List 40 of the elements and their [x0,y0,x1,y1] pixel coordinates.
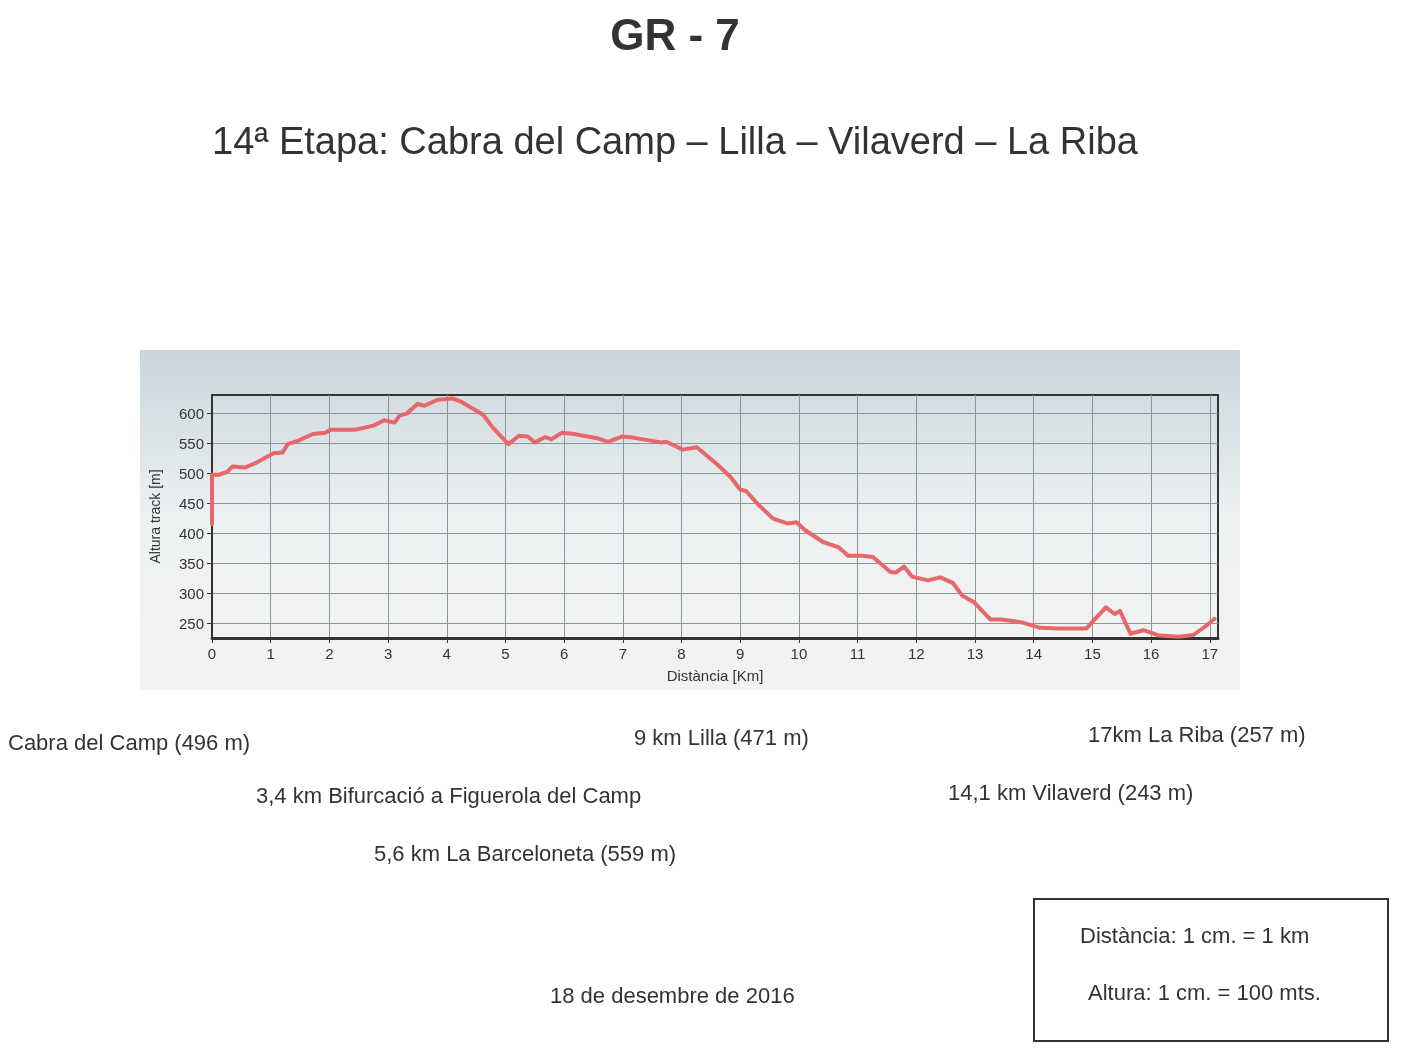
x-tick-label: 15 [1084,645,1101,662]
x-tick-label: 5 [501,645,510,662]
x-tick-label: 7 [618,645,628,662]
y-tick-label: 300 [178,584,204,602]
y-tick-label: 450 [178,494,204,512]
text: 17km La Riba (257 m) [1088,722,1306,748]
text: 14,1 km Vilaverd (243 m) [948,780,1194,806]
x-tick-label: 16 [1142,645,1160,662]
x-tick-label: 6 [559,645,569,662]
y-tick-label: 350 [178,554,204,572]
y-tick-label: 500 [178,464,204,482]
x-tick-label: 1 [266,645,275,662]
y-tick-label: 400 [178,524,204,542]
y-tick-label: 600 [178,404,204,422]
text: Cabra del Camp (496 m) [8,730,251,756]
text: Altura: 1 cm. = 100 mts. [1088,980,1321,1006]
x-tick-label: 12 [907,645,925,662]
y-tick-label: 250 [178,614,204,632]
text: Distància: 1 cm. = 1 km [1080,923,1310,949]
x-tick-label: 4 [442,645,451,662]
line-series [210,396,1217,639]
x-tick-label: 14 [1025,645,1043,662]
chart-title: GR - 7 [609,10,741,60]
text: 18 de desembre de 2016 [550,983,795,1009]
x-tick-label: 3 [383,645,393,662]
x-tick-label: 13 [966,645,984,662]
x-tick-label: 11 [849,645,866,662]
x-tick-label: 9 [736,645,745,662]
y-tick-label: 550 [178,434,204,452]
x-tick-label: 0 [207,645,217,662]
text: 5,6 km La Barceloneta (559 m) [374,841,677,867]
x-tick-label: 17 [1201,645,1219,662]
y-axis-title: Altura track [m] [147,469,163,564]
x-tick-label: 8 [677,645,686,662]
x-axis-title: Distància [Km] [666,667,764,684]
text: 9 km Lilla (471 m) [634,725,809,751]
text: 3,4 km Bifurcació a Figuerola del Camp [256,783,642,809]
x-tick-label: 10 [790,645,808,662]
chart-subtitle: 14ª Etapa: Cabra del Camp – Lilla – Vilaverd – La Riba [211,120,1139,163]
x-tick-label: 2 [325,645,334,662]
